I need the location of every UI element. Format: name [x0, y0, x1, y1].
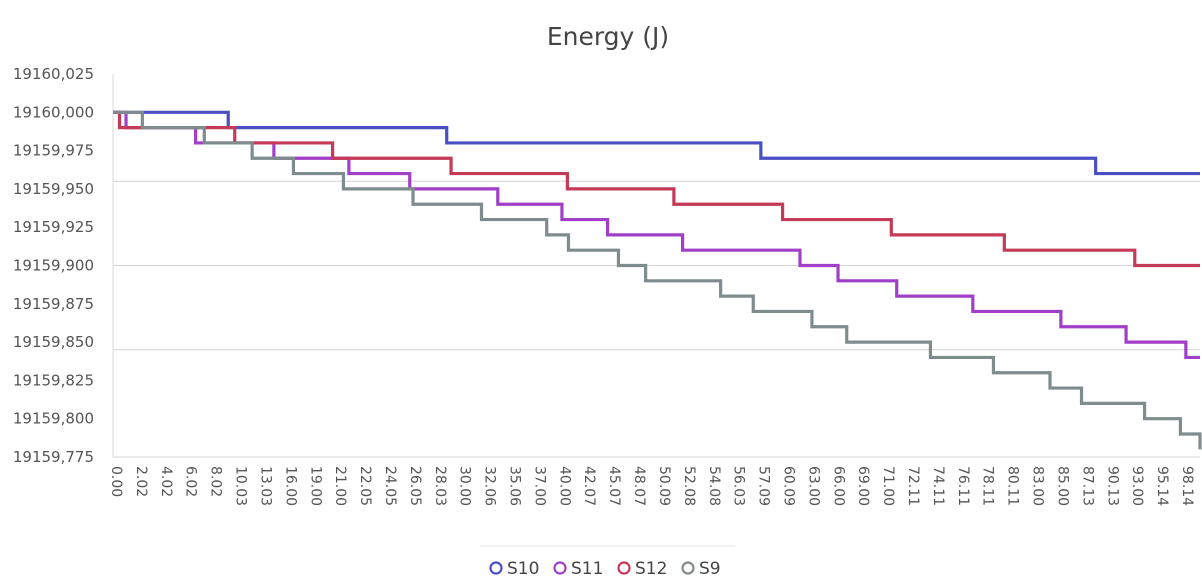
- x-tick-label: 13.03: [257, 466, 273, 506]
- y-tick-label: 19160,025: [13, 65, 94, 83]
- x-tick-label: 80.11: [1005, 466, 1021, 506]
- x-tick-label: 2.02: [133, 466, 149, 497]
- y-tick-label: 19159,850: [13, 333, 94, 351]
- legend-label-s10: S10: [507, 559, 539, 579]
- legend-label-s11: S11: [571, 559, 603, 579]
- x-tick-label: 22.05: [357, 466, 373, 506]
- x-tick-label: 4.02: [158, 466, 174, 497]
- y-tick-label: 19159,900: [13, 257, 94, 275]
- series-line-s10: [113, 110, 1200, 176]
- x-tick-label: 95.14: [1154, 466, 1170, 506]
- x-tick-label: 24.05: [382, 466, 398, 506]
- x-tick-label: 85.00: [1054, 466, 1070, 506]
- x-tick-label: 48.07: [631, 466, 647, 506]
- x-tick-label: 74.11: [930, 466, 946, 506]
- x-tick-label: 6.02: [183, 466, 199, 497]
- series-line-s12: [113, 110, 1200, 268]
- x-tick-label: 76.11: [955, 466, 971, 506]
- x-tick-label: 8.02: [208, 466, 224, 497]
- x-tick-label: 98.14: [1179, 466, 1195, 506]
- x-tick-label: 63.00: [805, 466, 821, 506]
- x-tick-labels: 0.00 2.02 4.02 6.02 8.02 10.03 13.03 16.00 19.00…: [108, 466, 1195, 506]
- legend-label-s9: S9: [699, 559, 721, 579]
- x-tick-label: 60.09: [780, 466, 796, 506]
- legend-label-s12: S12: [635, 559, 667, 579]
- x-tick-label: 42.07: [581, 466, 597, 506]
- x-tick-label: 45.07: [606, 466, 622, 506]
- y-tick-label: 19159,800: [13, 410, 94, 428]
- x-tick-label: 35.06: [507, 466, 523, 506]
- gridlines: [113, 180, 1200, 458]
- legend-marker-s9: [681, 561, 695, 575]
- x-tick-label: 87.13: [1079, 466, 1095, 506]
- x-tick-label: 72.11: [905, 466, 921, 506]
- x-tick-label: 21.00: [332, 466, 348, 506]
- series-line-s9: [113, 110, 1202, 450]
- y-tick-label: 19159,825: [13, 371, 94, 389]
- x-tick-label: 26.05: [407, 466, 423, 506]
- x-tick-label: 19.00: [307, 466, 323, 506]
- x-tick-label: 37.00: [531, 466, 547, 506]
- y-tick-labels: 19160,025 19160,000 19159,975 19159,950 1915…: [13, 65, 94, 466]
- x-tick-label: 57.09: [756, 466, 772, 506]
- y-tick-label: 19159,875: [13, 295, 94, 313]
- x-tick-label: 93.00: [1129, 466, 1145, 506]
- x-tick-label: 83.00: [1030, 466, 1046, 506]
- legend-marker-s11: [553, 561, 567, 575]
- x-tick-label: 40.00: [556, 466, 572, 506]
- x-tick-label: 78.11: [980, 466, 996, 506]
- series-lines: [113, 110, 1202, 450]
- series-line-s11: [113, 110, 1200, 360]
- legend-marker-s12: [617, 561, 631, 575]
- x-tick-label: 54.08: [706, 466, 722, 506]
- x-tick-label: 0.00: [108, 466, 124, 497]
- y-tick-label: 19159,950: [13, 180, 94, 198]
- x-tick-label: 16.00: [282, 466, 298, 506]
- y-tick-label: 19160,000: [13, 103, 94, 121]
- y-tick-label: 19159,975: [13, 142, 94, 160]
- x-tick-label: 69.00: [855, 466, 871, 506]
- y-tick-label: 19159,925: [13, 218, 94, 236]
- y-tick-label: 19159,775: [13, 448, 94, 466]
- chart-title: Energy (J): [547, 22, 669, 51]
- legend-marker-s10: [489, 561, 503, 575]
- x-tick-label: 90.13: [1104, 466, 1120, 506]
- x-tick-label: 10.03: [233, 466, 249, 506]
- x-tick-label: 32.06: [482, 466, 498, 506]
- x-tick-label: 30.00: [457, 466, 473, 506]
- x-tick-label: 66.00: [830, 466, 846, 506]
- x-tick-label: 71.00: [880, 466, 896, 506]
- x-tick-label: 56.03: [731, 466, 747, 506]
- legend: S10 S11 S12 S9: [480, 545, 735, 579]
- x-tick-label: 52.08: [681, 466, 697, 506]
- x-tick-label: 28.03: [432, 466, 448, 506]
- x-tick-label: 50.09: [656, 466, 672, 506]
